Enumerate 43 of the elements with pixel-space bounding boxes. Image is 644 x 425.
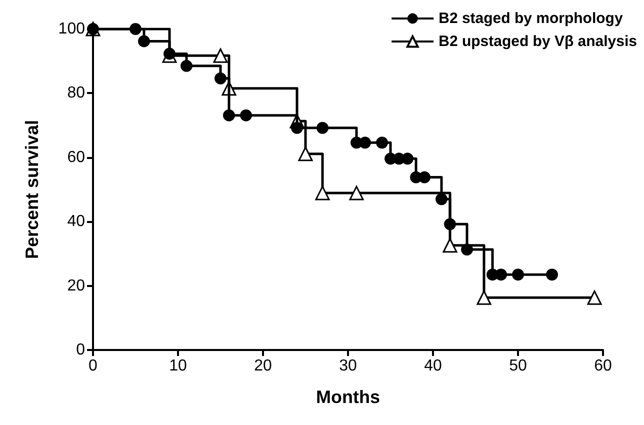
x-tick-label: 40 xyxy=(424,358,442,374)
point xyxy=(223,109,235,122)
legend-label: B2 upstaged by Vβ analysis xyxy=(438,33,638,50)
point xyxy=(359,136,371,149)
x-tick-label: 50 xyxy=(509,358,527,374)
point xyxy=(546,268,558,281)
x-tick-label: 20 xyxy=(254,358,272,374)
point xyxy=(444,218,456,230)
point xyxy=(402,152,414,165)
x-tick-label: 0 xyxy=(88,358,98,374)
point xyxy=(214,72,226,84)
y-tick-label: 100 xyxy=(58,20,86,38)
legend-label: B2 staged by morphology xyxy=(438,10,624,27)
x-axis-title: Months xyxy=(316,387,380,407)
point xyxy=(436,193,448,206)
x-tick-label: 10 xyxy=(169,358,187,374)
point xyxy=(213,48,228,63)
point xyxy=(315,186,330,200)
point xyxy=(587,290,602,305)
point xyxy=(240,109,252,122)
y-axis-title: Percent survival xyxy=(22,120,42,260)
x-tick-label: 60 xyxy=(594,358,612,374)
point xyxy=(476,290,492,305)
x-tick-label: 30 xyxy=(339,358,357,374)
point xyxy=(291,122,303,134)
point xyxy=(376,136,388,149)
point xyxy=(138,35,150,48)
y-tick-label: 20 xyxy=(67,277,86,294)
point xyxy=(316,122,328,134)
point xyxy=(418,171,430,184)
point xyxy=(495,268,507,281)
point xyxy=(461,244,473,256)
point xyxy=(164,48,176,60)
point xyxy=(349,186,364,200)
y-tick-label: 40 xyxy=(67,213,86,230)
point xyxy=(298,146,313,162)
y-tick-label: 80 xyxy=(67,84,86,102)
point xyxy=(180,60,192,72)
y-tick-label: 60 xyxy=(67,148,86,166)
point xyxy=(130,23,142,35)
y-tick-label: 0 xyxy=(76,342,86,358)
point xyxy=(442,238,458,253)
point xyxy=(512,268,524,281)
